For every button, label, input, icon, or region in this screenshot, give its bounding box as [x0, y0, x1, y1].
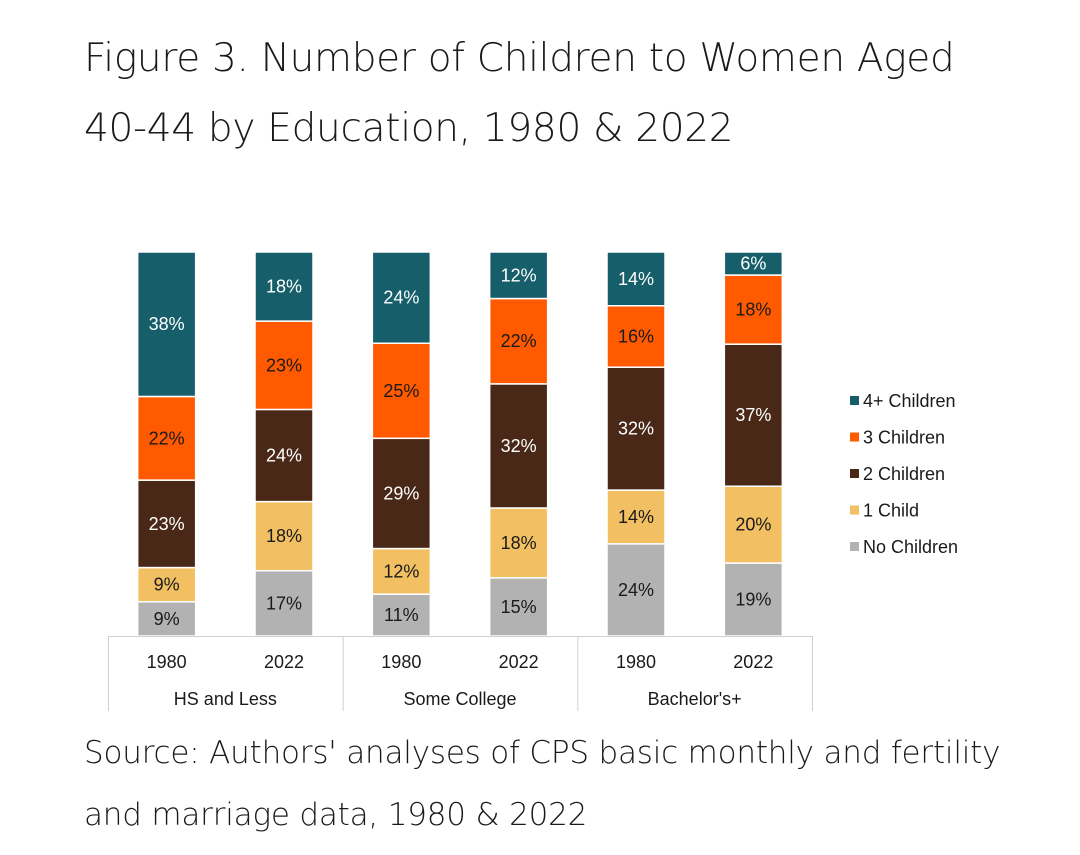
legend-swatch-1-child — [850, 505, 859, 515]
bar-segment-4-children-0 — [136, 251, 197, 398]
group-label-2: Bachelor's+ — [648, 689, 742, 709]
bar-segment-4-children-2 — [371, 251, 432, 344]
x-tick-label-3: 2022 — [499, 652, 539, 672]
data-label-2-children-0: 23% — [149, 514, 185, 534]
chart-title: Figure 3. Number of Children to Women Ag… — [84, 36, 955, 151]
data-label-1-child-1: 18% — [266, 526, 302, 546]
legend-swatch-2-children — [850, 469, 859, 478]
bar-segment-1-child-4 — [606, 489, 666, 545]
data-label-no-children-4: 24% — [618, 580, 654, 600]
bar-segment-2-children-2 — [371, 437, 432, 550]
bar-segment-1-child-2 — [371, 547, 432, 595]
bar-segment-4-children-4 — [606, 251, 666, 307]
x-tick-label-1: 2022 — [264, 652, 304, 672]
legend: 4+ Children 3 Children 2 Children 1 Child No… — [850, 391, 958, 557]
group-label-1: Some College — [403, 689, 516, 709]
data-label-4-children-0: 38% — [149, 314, 185, 334]
bar-segment-no-children-4 — [606, 543, 666, 637]
bar-segment-no-children-1 — [254, 569, 314, 637]
data-label-1-child-3: 18% — [501, 533, 537, 553]
data-label-2-children-4: 32% — [618, 419, 654, 439]
x-tick-label-0: 1980 — [147, 652, 187, 672]
data-label-1-child-4: 14% — [618, 507, 654, 527]
data-label-4-children-2: 24% — [383, 288, 419, 308]
legend-label-no-children: No Children — [863, 537, 958, 557]
x-tick-label-2: 1980 — [381, 652, 421, 672]
data-label-no-children-1: 17% — [266, 593, 302, 613]
data-label-3-children-2: 25% — [383, 381, 419, 401]
bars-layer: 9% 9% 23% 22% 38% 17% 18% 24% 23% 18% 11% 12% 29% 25%… — [136, 251, 784, 637]
legend-swatch-no-children — [850, 542, 859, 551]
legend-label-1-child: 1 Child — [863, 501, 919, 521]
data-label-no-children-0: 9% — [154, 609, 180, 629]
data-label-no-children-5: 19% — [735, 590, 771, 610]
data-label-4-children-5: 6% — [740, 254, 766, 274]
bar-segment-2-children-1 — [254, 408, 314, 503]
legend-label-4-children: 4+ Children — [863, 391, 956, 411]
data-label-3-children-5: 18% — [735, 300, 771, 320]
data-label-4-children-3: 12% — [501, 265, 537, 285]
data-label-4-children-4: 14% — [618, 269, 654, 289]
bar-segment-no-children-3 — [488, 577, 549, 637]
bar-segment-2-children-5 — [723, 343, 784, 487]
bar-segment-3-children-1 — [254, 320, 314, 411]
data-label-3-children-3: 22% — [501, 331, 537, 351]
data-label-no-children-3: 15% — [501, 597, 537, 617]
data-label-3-children-0: 22% — [149, 428, 185, 448]
data-label-1-child-0: 9% — [154, 575, 180, 595]
bar-segment-3-children-3 — [488, 297, 549, 385]
legend-label-2-children: 2 Children — [863, 464, 945, 484]
x-tick-label-4: 1980 — [616, 652, 656, 672]
bar-segment-1-child-0 — [136, 566, 197, 603]
group-label-0: HS and Less — [174, 689, 277, 709]
data-label-2-children-3: 32% — [501, 436, 537, 456]
bar-segment-1-child-5 — [723, 485, 784, 564]
data-label-2-children-1: 24% — [266, 446, 302, 466]
bar-segment-4-children-1 — [254, 251, 314, 322]
x-tick-label-5: 2022 — [733, 652, 773, 672]
bar-segment-3-children-2 — [371, 342, 432, 440]
bar-segment-2-children-3 — [488, 383, 549, 509]
bar-segment-4-children-3 — [488, 251, 549, 300]
data-label-3-children-4: 16% — [618, 326, 654, 346]
data-label-2-children-2: 29% — [383, 483, 419, 503]
bar-segment-1-child-3 — [488, 507, 549, 579]
data-label-1-child-2: 12% — [383, 561, 419, 581]
bar-segment-3-children-0 — [136, 395, 197, 481]
data-label-2-children-5: 37% — [735, 405, 771, 425]
legend-swatch-3-children — [850, 432, 859, 442]
data-label-3-children-1: 23% — [266, 355, 302, 375]
bar-segment-4-children-5 — [723, 251, 784, 276]
data-label-1-child-5: 20% — [735, 515, 771, 535]
data-label-no-children-2: 11% — [384, 605, 419, 625]
legend-swatch-4-children — [850, 396, 859, 405]
source-note: Source: Authors' analyses of CPS basic m… — [84, 735, 1001, 833]
legend-label-3-children: 3 Children — [863, 428, 945, 448]
category-axis: 1980 2022 1980 2022 1980 2022 HS and Less Some … — [108, 636, 813, 711]
data-label-4-children-1: 18% — [266, 277, 302, 297]
